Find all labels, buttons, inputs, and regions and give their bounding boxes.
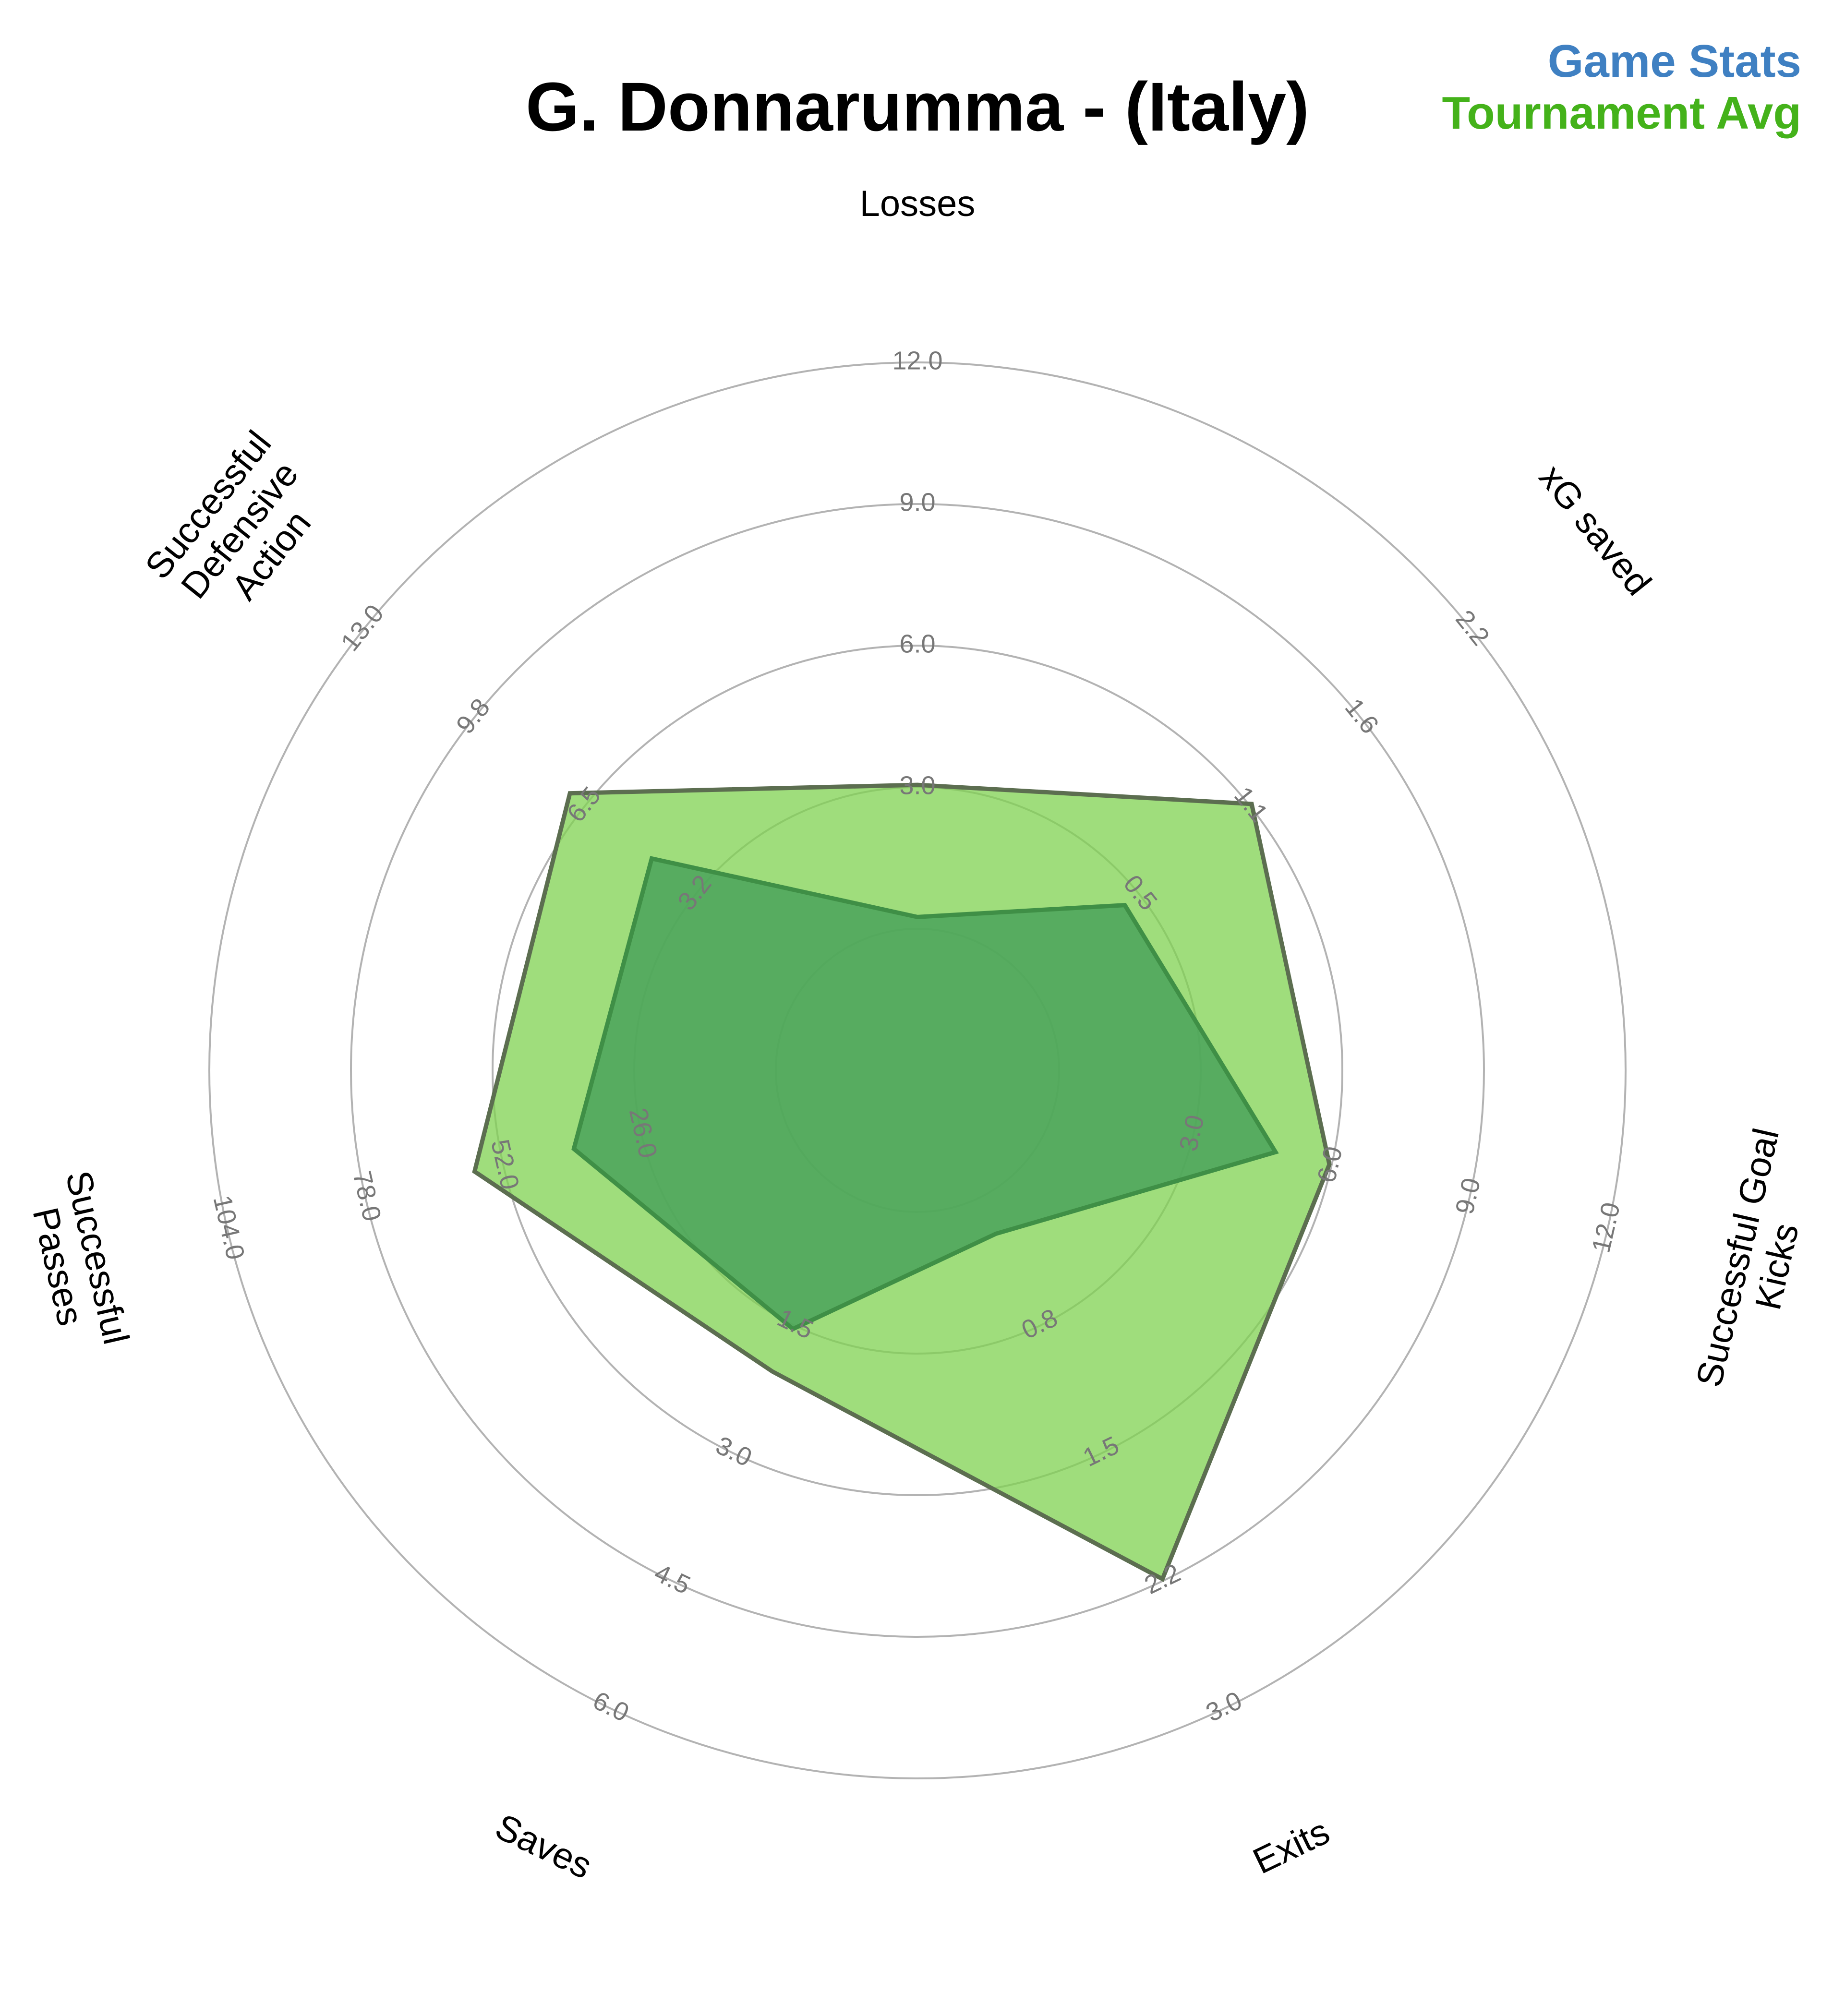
chart-title: G. Donnarumma - (Italy)	[526, 68, 1309, 145]
series-layer	[472, 782, 1332, 1582]
tick-label-saves-4: 6.0	[589, 1686, 634, 1728]
grid-ring-4	[208, 361, 1627, 1779]
tick-label-losses-3: 9.0	[899, 488, 935, 516]
legend-tournament-avg: Tournament Avg	[1442, 87, 1801, 139]
axis-label-line: Saves	[489, 1806, 598, 1887]
tick-label-saves-3: 4.5	[650, 1558, 695, 1600]
tick-label-saves-2: 3.0	[711, 1431, 757, 1473]
grid-ring-3	[350, 503, 1485, 1638]
tick-label-losses-2: 6.0	[899, 629, 935, 658]
axis-label-losses: Losses	[860, 183, 976, 224]
legend-game-stats: Game Stats	[1548, 36, 1801, 87]
tick-label-successful-goal-kicks-3: 9.0	[1450, 1175, 1486, 1217]
axis-label-line: Losses	[860, 183, 976, 224]
grid-ring-2	[492, 645, 1343, 1496]
tick-label-successful-passes-4: 104.0	[207, 1193, 250, 1262]
axis-label-line: Exits	[1247, 1811, 1336, 1882]
axis-label-saves: Saves	[489, 1806, 598, 1887]
tick-label-exits-4: 3.0	[1202, 1686, 1247, 1728]
tick-label-losses-1: 3.0	[899, 771, 935, 800]
tick-label-successful-passes-3: 78.0	[347, 1168, 386, 1224]
tick-label-successful-goal-kicks-4: 12.0	[1586, 1200, 1626, 1255]
axis-label-xg-saved: xG saved	[1531, 457, 1659, 603]
axis-label-exits: Exits	[1247, 1811, 1336, 1882]
axis-label-line: xG saved	[1531, 457, 1659, 603]
series-game-stats	[571, 856, 1279, 1332]
tick-label-losses-4: 12.0	[892, 346, 942, 375]
